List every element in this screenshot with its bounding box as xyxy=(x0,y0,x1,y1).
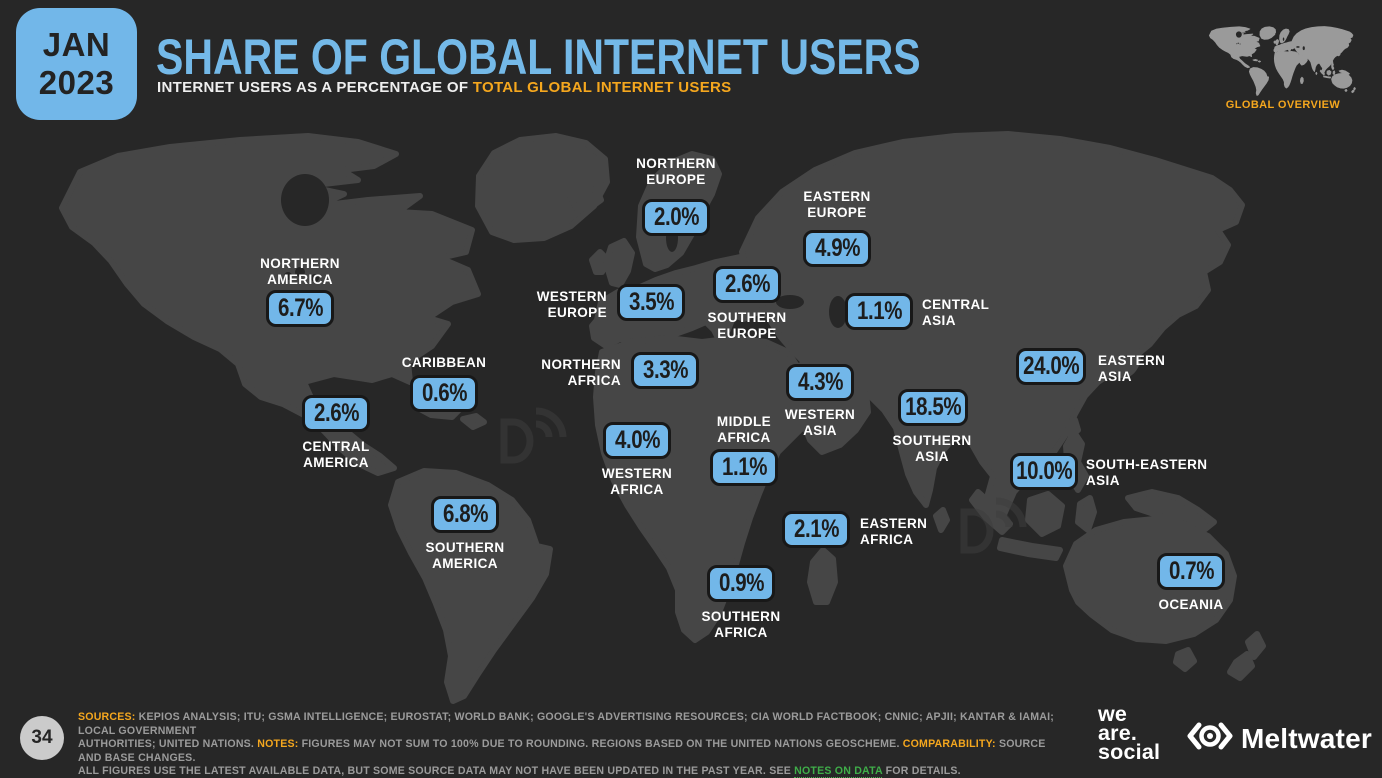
region-value-badge: 10.0% xyxy=(1010,453,1078,490)
region-value-badge: 24.0% xyxy=(1016,348,1086,385)
comparability-label: COMPARABILITY: xyxy=(902,738,996,751)
overview-label: GLOBAL OVERVIEW xyxy=(1225,99,1341,111)
footer-notes: SOURCES: KEPIOS ANALYSIS; ITU; GSMA INTE… xyxy=(78,711,1068,778)
region-name: SOUTHERN EUROPE xyxy=(707,310,787,341)
region-name: EASTERN ASIA xyxy=(1098,353,1166,384)
region-name: MIDDLE AFRICA xyxy=(716,414,772,445)
notes-on-data-link[interactable]: NOTES ON DATA xyxy=(794,765,883,778)
region-name: SOUTHERN AFRICA xyxy=(701,609,781,640)
footer-line-3: ALL FIGURES USE THE LATEST AVAILABLE DAT… xyxy=(78,765,961,778)
region-value-badge: 4.3% xyxy=(786,364,854,401)
region-name: CARIBBEAN xyxy=(401,355,487,370)
footer-line-2: AUTHORITIES; UNITED NATIONS. NOTES: FIGU… xyxy=(78,738,1046,764)
region-value-badge: 3.3% xyxy=(631,352,699,389)
region-name: SOUTHERN AMERICA xyxy=(425,540,505,571)
meltwater-eye-icon xyxy=(1186,719,1234,758)
region-name: EASTERN EUROPE xyxy=(803,189,871,220)
region-value-badge: 4.9% xyxy=(803,230,871,267)
region-value-badge: 2.6% xyxy=(713,266,781,303)
region-name: SOUTHERN ASIA xyxy=(892,433,972,464)
subtitle-prefix: INTERNET USERS AS A PERCENTAGE OF xyxy=(157,79,473,96)
notes-label: NOTES: xyxy=(257,738,299,751)
region-name: NORTHERN AFRICA xyxy=(541,357,621,388)
region-value-badge: 6.7% xyxy=(266,290,334,327)
sources-label: SOURCES: xyxy=(78,711,136,723)
page-number: 34 xyxy=(31,727,53,748)
region-name: WESTERN AFRICA xyxy=(601,466,673,497)
region-name: EASTERN AFRICA xyxy=(860,516,928,547)
we-are-social-logo: we are. social xyxy=(1098,702,1161,764)
region-name: NORTHERN EUROPE xyxy=(636,156,716,187)
region-value-badge: 18.5% xyxy=(898,389,968,426)
meltwater-wordmark: Meltwater xyxy=(1241,722,1372,754)
region-value-badge: 1.1% xyxy=(710,449,778,486)
subtitle-highlight: TOTAL GLOBAL INTERNET USERS xyxy=(472,79,732,96)
date-badge: JAN 2023 xyxy=(16,8,137,120)
region-name: CENTRAL ASIA xyxy=(922,297,990,328)
region-name: SOUTH-EASTERN ASIA xyxy=(1086,457,1208,488)
region-name: CENTRAL AMERICA xyxy=(302,439,370,470)
global-overview-map-icon xyxy=(1208,26,1358,96)
region-value-badge: 2.0% xyxy=(642,199,710,236)
region-value-badge: 3.5% xyxy=(617,284,685,321)
region-value-badge: 0.7% xyxy=(1157,553,1225,590)
region-value-badge: 0.6% xyxy=(410,375,478,412)
region-name: WESTERN EUROPE xyxy=(536,289,607,320)
date-month: JAN xyxy=(42,26,111,63)
region-value-badge: 4.0% xyxy=(603,422,671,459)
region-value-badge: 1.1% xyxy=(845,293,913,330)
region-value-badge: 6.8% xyxy=(431,496,499,533)
region-name: WESTERN ASIA xyxy=(784,407,856,438)
footer-line-1: SOURCES: KEPIOS ANALYSIS; ITU; GSMA INTE… xyxy=(78,711,1054,737)
region-value-badge: 2.1% xyxy=(782,511,850,548)
page-number-badge: 34 xyxy=(20,716,64,760)
page-subtitle: INTERNET USERS AS A PERCENTAGE OF TOTAL … xyxy=(157,79,731,96)
region-value-badge: 0.9% xyxy=(707,565,775,602)
region-name: NORTHERN AMERICA xyxy=(260,256,340,287)
meltwater-logo: Meltwater xyxy=(1186,719,1372,758)
region-value-badge: 2.6% xyxy=(302,395,370,432)
date-year: 2023 xyxy=(38,64,115,101)
page-title: SHARE OF GLOBAL INTERNET USERS xyxy=(156,29,921,85)
region-name: OCEANIA xyxy=(1158,597,1224,612)
